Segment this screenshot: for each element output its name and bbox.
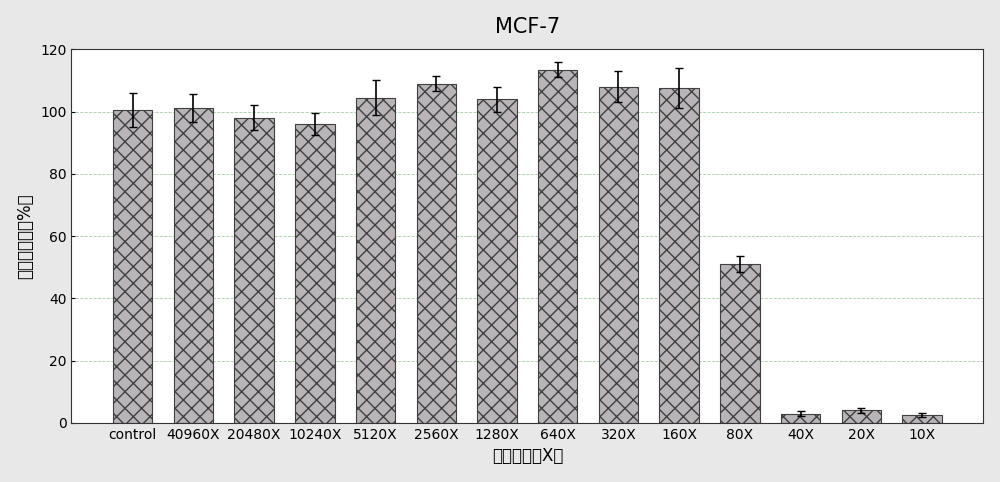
Y-axis label: 相对存活率（%）: 相对存活率（%）	[17, 193, 35, 279]
Bar	[538, 69, 577, 423]
Bar	[720, 264, 760, 423]
Bar	[356, 97, 395, 423]
Bar	[234, 118, 274, 423]
Title: MCF-7: MCF-7	[495, 17, 560, 37]
X-axis label: 稀释倍数（X）: 稀释倍数（X）	[492, 447, 563, 465]
Bar	[902, 415, 942, 423]
Bar	[477, 99, 517, 423]
Bar	[417, 83, 456, 423]
Bar	[659, 88, 699, 423]
Bar	[174, 108, 213, 423]
Bar	[113, 110, 152, 423]
Bar	[295, 124, 335, 423]
Bar	[599, 87, 638, 423]
Bar	[842, 411, 881, 423]
Bar	[781, 414, 820, 423]
